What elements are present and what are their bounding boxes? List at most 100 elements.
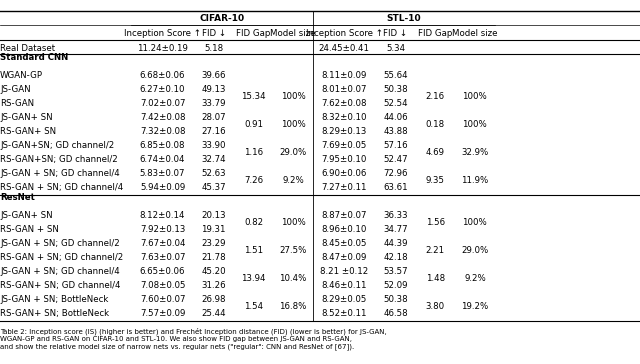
Text: JS-GAN + SN; GD channel/4: JS-GAN + SN; GD channel/4 <box>0 267 120 276</box>
Text: JS-GAN + SN; GD channel/4: JS-GAN + SN; GD channel/4 <box>0 169 120 178</box>
Text: 7.69±0.05: 7.69±0.05 <box>322 141 367 150</box>
Text: 8.52±0.11: 8.52±0.11 <box>321 309 367 318</box>
Text: 0.18: 0.18 <box>426 120 445 129</box>
Text: 100%: 100% <box>281 92 305 101</box>
Text: RS-GAN + SN: RS-GAN + SN <box>0 225 59 234</box>
Text: 8.47±0.09: 8.47±0.09 <box>322 253 367 262</box>
Text: 29.0%: 29.0% <box>280 148 307 157</box>
Text: Model size: Model size <box>270 29 316 38</box>
Text: 15.34: 15.34 <box>241 92 266 101</box>
Text: 27.5%: 27.5% <box>280 246 307 255</box>
Text: 49.13: 49.13 <box>202 85 226 94</box>
Text: 9.35: 9.35 <box>426 176 445 185</box>
Text: 39.66: 39.66 <box>202 71 226 80</box>
Text: 5.34: 5.34 <box>386 44 405 53</box>
Text: 8.12±0.14: 8.12±0.14 <box>140 211 186 220</box>
Text: 0.91: 0.91 <box>244 120 263 129</box>
Text: 7.26: 7.26 <box>244 176 263 185</box>
Text: 7.27±0.11: 7.27±0.11 <box>321 183 367 192</box>
Text: RS-GAN+SN; GD channel/2: RS-GAN+SN; GD channel/2 <box>0 155 118 164</box>
Text: 20.13: 20.13 <box>202 211 226 220</box>
Text: 8.21 ±0.12: 8.21 ±0.12 <box>320 267 369 276</box>
Text: RS-GAN + SN; GD channel/4: RS-GAN + SN; GD channel/4 <box>0 183 124 192</box>
Text: FID ↓: FID ↓ <box>383 29 408 38</box>
Text: 8.96±0.10: 8.96±0.10 <box>322 225 367 234</box>
Text: 21.78: 21.78 <box>202 253 226 262</box>
Text: 25.44: 25.44 <box>202 309 226 318</box>
Text: WGAN-GP: WGAN-GP <box>0 71 43 80</box>
Text: 6.74±0.04: 6.74±0.04 <box>140 155 186 164</box>
Text: 8.29±0.05: 8.29±0.05 <box>322 295 367 304</box>
Text: 50.38: 50.38 <box>383 85 408 94</box>
Text: 6.85±0.08: 6.85±0.08 <box>140 141 186 150</box>
Text: 45.20: 45.20 <box>202 267 226 276</box>
Text: 7.60±0.07: 7.60±0.07 <box>140 295 186 304</box>
Text: 34.77: 34.77 <box>383 225 408 234</box>
Text: 100%: 100% <box>463 218 487 227</box>
Text: 13.94: 13.94 <box>241 274 266 283</box>
Text: Standard CNN: Standard CNN <box>0 53 68 62</box>
Text: Inception Score ↑: Inception Score ↑ <box>124 29 201 38</box>
Text: 32.9%: 32.9% <box>461 148 488 157</box>
Text: 6.27±0.10: 6.27±0.10 <box>140 85 186 94</box>
Text: JS-GAN+SN; GD channel/2: JS-GAN+SN; GD channel/2 <box>0 141 115 150</box>
Text: 2.21: 2.21 <box>426 246 445 255</box>
Text: 52.47: 52.47 <box>383 155 408 164</box>
Text: 5.83±0.07: 5.83±0.07 <box>140 169 186 178</box>
Text: 9.2%: 9.2% <box>464 274 486 283</box>
Text: 100%: 100% <box>463 120 487 129</box>
Text: 50.38: 50.38 <box>383 295 408 304</box>
Text: JS-GAN + SN; BottleNeck: JS-GAN + SN; BottleNeck <box>0 295 108 304</box>
Text: 8.45±0.05: 8.45±0.05 <box>321 239 367 248</box>
Text: 7.95±0.10: 7.95±0.10 <box>322 155 367 164</box>
Text: 5.94±0.09: 5.94±0.09 <box>140 183 185 192</box>
Text: 29.0%: 29.0% <box>461 246 488 255</box>
Text: FID Gap: FID Gap <box>236 29 271 38</box>
Text: 0.82: 0.82 <box>244 218 263 227</box>
Text: Real Dataset: Real Dataset <box>0 44 55 53</box>
Text: 63.61: 63.61 <box>383 183 408 192</box>
Text: Model size: Model size <box>452 29 498 38</box>
Text: JS-GAN + SN; GD channel/2: JS-GAN + SN; GD channel/2 <box>0 239 120 248</box>
Text: RS-GAN: RS-GAN <box>0 99 34 108</box>
Text: 33.79: 33.79 <box>202 99 226 108</box>
Text: 24.45±0.41: 24.45±0.41 <box>319 44 370 53</box>
Text: 11.9%: 11.9% <box>461 176 488 185</box>
Text: ResNet: ResNet <box>0 193 35 202</box>
Text: 7.08±0.05: 7.08±0.05 <box>140 281 186 290</box>
Text: 7.32±0.08: 7.32±0.08 <box>140 127 186 136</box>
Text: 11.24±0.19: 11.24±0.19 <box>137 44 188 53</box>
Text: FID Gap: FID Gap <box>418 29 452 38</box>
Text: 1.48: 1.48 <box>426 274 445 283</box>
Text: 32.74: 32.74 <box>202 155 226 164</box>
Text: 7.57±0.09: 7.57±0.09 <box>140 309 185 318</box>
Text: 16.8%: 16.8% <box>280 302 307 311</box>
Text: 8.87±0.07: 8.87±0.07 <box>321 211 367 220</box>
Text: 5.18: 5.18 <box>204 44 223 53</box>
Text: 8.32±0.10: 8.32±0.10 <box>321 113 367 122</box>
Text: 57.16: 57.16 <box>383 141 408 150</box>
Text: 100%: 100% <box>281 120 305 129</box>
Text: STL-10: STL-10 <box>387 14 421 23</box>
Text: 4.69: 4.69 <box>426 148 445 157</box>
Text: 52.54: 52.54 <box>383 99 408 108</box>
Text: 43.88: 43.88 <box>383 127 408 136</box>
Text: 7.42±0.08: 7.42±0.08 <box>140 113 186 122</box>
Text: 6.65±0.06: 6.65±0.06 <box>140 267 186 276</box>
Text: 7.02±0.07: 7.02±0.07 <box>140 99 186 108</box>
Text: 1.56: 1.56 <box>426 218 445 227</box>
Text: RS-GAN + SN; GD channel/2: RS-GAN + SN; GD channel/2 <box>0 253 124 262</box>
Text: 53.57: 53.57 <box>383 267 408 276</box>
Text: 9.2%: 9.2% <box>282 176 304 185</box>
Text: FID ↓: FID ↓ <box>202 29 226 38</box>
Text: 72.96: 72.96 <box>383 169 408 178</box>
Text: 10.4%: 10.4% <box>280 274 307 283</box>
Text: 36.33: 36.33 <box>383 211 408 220</box>
Text: 31.26: 31.26 <box>202 281 226 290</box>
Text: CIFAR-10: CIFAR-10 <box>200 14 244 23</box>
Text: 7.92±0.13: 7.92±0.13 <box>140 225 185 234</box>
Text: RS-GAN+ SN; GD channel/4: RS-GAN+ SN; GD channel/4 <box>0 281 120 290</box>
Text: RS-GAN+ SN; BottleNeck: RS-GAN+ SN; BottleNeck <box>0 309 109 318</box>
Text: JS-GAN: JS-GAN <box>0 85 31 94</box>
Text: 7.63±0.07: 7.63±0.07 <box>140 253 186 262</box>
